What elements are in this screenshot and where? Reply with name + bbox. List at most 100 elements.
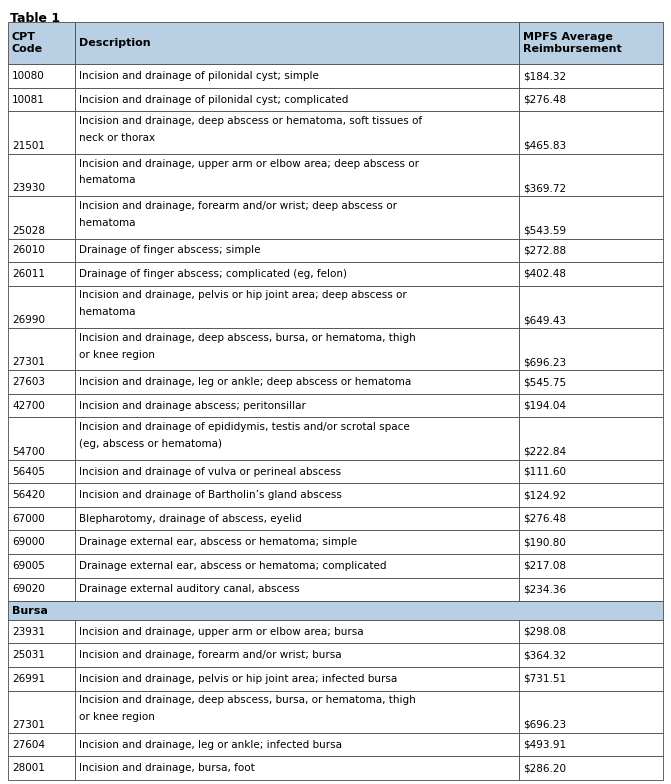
Text: Incision and drainage of epididymis, testis and/or scrotal space: Incision and drainage of epididymis, tes…: [79, 422, 410, 432]
Text: $111.60: $111.60: [523, 466, 566, 477]
Bar: [519, 733, 663, 757]
Bar: [8, 111, 75, 154]
Bar: [75, 196, 519, 238]
Bar: [519, 484, 663, 507]
Text: 25028: 25028: [12, 226, 45, 235]
Text: Incision and drainage, deep abscess, bursa, or hematoma, thigh: Incision and drainage, deep abscess, bur…: [79, 332, 416, 343]
Bar: [75, 507, 519, 531]
Text: 21501: 21501: [12, 141, 45, 151]
Text: Bursa: Bursa: [12, 605, 48, 615]
Bar: [519, 620, 663, 644]
Text: Incision and drainage, leg or ankle; infected bursa: Incision and drainage, leg or ankle; inf…: [79, 739, 342, 750]
Bar: [75, 417, 519, 460]
Text: 26990: 26990: [12, 315, 45, 325]
Bar: [8, 484, 75, 507]
Bar: [75, 667, 519, 691]
Bar: [519, 644, 663, 667]
Text: $217.08: $217.08: [523, 561, 566, 571]
Bar: [519, 88, 663, 111]
Bar: [519, 667, 663, 691]
Text: 26991: 26991: [12, 673, 45, 684]
Bar: [8, 285, 75, 328]
Bar: [519, 691, 663, 733]
Bar: [8, 667, 75, 691]
Bar: [519, 328, 663, 370]
Text: hematoma: hematoma: [79, 307, 136, 318]
Text: (eg, abscess or hematoma): (eg, abscess or hematoma): [79, 439, 223, 449]
Text: $731.51: $731.51: [523, 673, 566, 684]
Text: $543.59: $543.59: [523, 226, 566, 235]
Bar: [8, 460, 75, 484]
Bar: [519, 578, 663, 601]
Bar: [8, 196, 75, 238]
Bar: [519, 757, 663, 780]
Bar: [8, 757, 75, 780]
Text: Description: Description: [79, 38, 151, 48]
Bar: [75, 262, 519, 285]
Text: $276.48: $276.48: [523, 514, 566, 524]
Bar: [519, 507, 663, 531]
Bar: [8, 620, 75, 644]
Text: Incision and drainage of pilonidal cyst; simple: Incision and drainage of pilonidal cyst;…: [79, 71, 319, 81]
Text: $545.75: $545.75: [523, 377, 566, 387]
Text: Table 1: Table 1: [10, 12, 60, 25]
Text: $696.23: $696.23: [523, 358, 566, 368]
Text: 10080: 10080: [12, 71, 45, 81]
Text: Incision and drainage, deep abscess or hematoma, soft tissues of: Incision and drainage, deep abscess or h…: [79, 116, 423, 126]
Text: 42700: 42700: [12, 401, 45, 411]
Bar: [8, 733, 75, 757]
Bar: [519, 22, 663, 64]
Bar: [8, 238, 75, 262]
Text: 27604: 27604: [12, 739, 45, 750]
Bar: [75, 691, 519, 733]
Bar: [519, 64, 663, 88]
Text: 10081: 10081: [12, 95, 45, 105]
Bar: [8, 64, 75, 88]
Bar: [75, 620, 519, 644]
Bar: [75, 238, 519, 262]
Text: Incision and drainage, pelvis or hip joint area; deep abscess or: Incision and drainage, pelvis or hip joi…: [79, 290, 407, 300]
Text: Drainage of finger abscess; complicated (eg, felon): Drainage of finger abscess; complicated …: [79, 269, 348, 279]
Text: $493.91: $493.91: [523, 739, 566, 750]
Text: 28001: 28001: [12, 764, 45, 773]
Text: hematoma: hematoma: [79, 218, 136, 228]
Text: Incision and drainage of vulva or perineal abscess: Incision and drainage of vulva or perine…: [79, 466, 342, 477]
Text: 69005: 69005: [12, 561, 45, 571]
Bar: [8, 554, 75, 578]
Bar: [75, 370, 519, 394]
Text: Incision and drainage, deep abscess, bursa, or hematoma, thigh: Incision and drainage, deep abscess, bur…: [79, 695, 416, 706]
Text: $272.88: $272.88: [523, 245, 566, 256]
Bar: [75, 554, 519, 578]
Bar: [75, 88, 519, 111]
Text: $286.20: $286.20: [523, 764, 566, 773]
Bar: [519, 417, 663, 460]
Bar: [519, 460, 663, 484]
Bar: [519, 238, 663, 262]
Text: $276.48: $276.48: [523, 95, 566, 105]
Bar: [519, 370, 663, 394]
Text: $194.04: $194.04: [523, 401, 566, 411]
Text: 25031: 25031: [12, 650, 45, 660]
Bar: [8, 154, 75, 196]
Text: 26010: 26010: [12, 245, 45, 256]
Text: $190.80: $190.80: [523, 537, 566, 547]
Bar: [8, 88, 75, 111]
Text: hematoma: hematoma: [79, 176, 136, 186]
Text: $465.83: $465.83: [523, 141, 566, 151]
Text: Incision and drainage of pilonidal cyst; complicated: Incision and drainage of pilonidal cyst;…: [79, 95, 349, 105]
Text: $184.32: $184.32: [523, 71, 566, 81]
Bar: [8, 328, 75, 370]
Bar: [75, 460, 519, 484]
Bar: [8, 262, 75, 285]
Bar: [519, 262, 663, 285]
Bar: [75, 64, 519, 88]
Text: 27603: 27603: [12, 377, 45, 387]
Text: Drainage of finger abscess; simple: Drainage of finger abscess; simple: [79, 245, 261, 256]
Text: $364.32: $364.32: [523, 650, 566, 660]
Text: Incision and drainage abscess; peritonsillar: Incision and drainage abscess; peritonsi…: [79, 401, 307, 411]
Bar: [519, 111, 663, 154]
Text: $369.72: $369.72: [523, 183, 566, 193]
Text: CPT
Code: CPT Code: [12, 32, 43, 54]
Text: 27301: 27301: [12, 720, 45, 730]
Text: Incision and drainage, forearm and/or wrist; bursa: Incision and drainage, forearm and/or wr…: [79, 650, 342, 660]
